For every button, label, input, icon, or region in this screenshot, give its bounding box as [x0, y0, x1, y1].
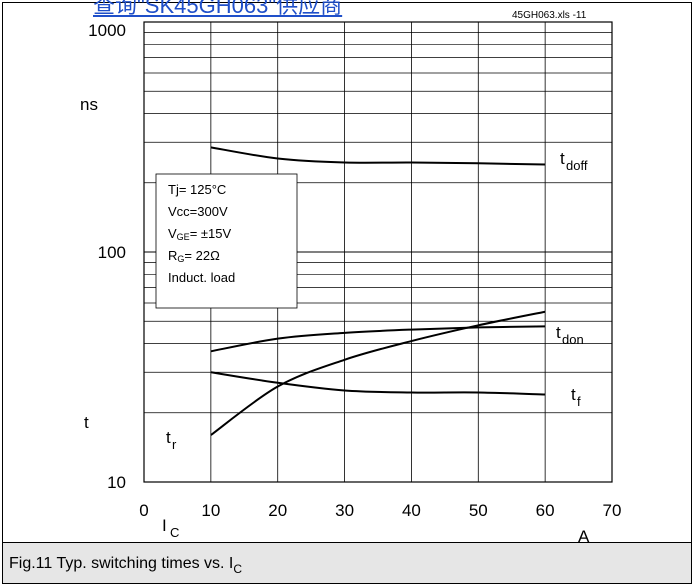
x-axis-label: I: [162, 516, 167, 535]
condition-line: Tj= 125°C: [168, 182, 226, 197]
supplier-link[interactable]: 查询"SK45GH063"供应商: [93, 0, 343, 18]
condition-symbol: V: [168, 226, 177, 241]
condition-line: RG= 22Ω: [168, 248, 220, 264]
conditions-box: Tj= 125°C Vcc=300V VGE= ±15V RG= 22Ω Induct.…: [155, 173, 298, 309]
caption-text: Fig.11 Typ. switching times vs. I: [9, 555, 234, 572]
condition-subscript: G: [177, 254, 184, 264]
x-axis-label-subscript: C: [170, 525, 179, 540]
y-axis-label: t: [84, 413, 89, 432]
series-label-t-don: t: [556, 323, 561, 342]
x-tick-label: 70: [603, 501, 622, 520]
caption-bar: Fig.11 Typ. switching times vs. IC: [2, 542, 692, 584]
series-label-subscript-f: f: [577, 394, 581, 409]
condition-symbol: R: [168, 248, 177, 263]
series-label-t-r: t: [166, 428, 171, 447]
x-tick-label: 10: [201, 501, 220, 520]
axis-labels: t ns I C A: [80, 95, 590, 546]
series-label-subscript-r: r: [172, 437, 177, 452]
conditions-box-frame: [155, 173, 298, 309]
series-line-t-f: [210, 371, 546, 396]
y-tick-label: 100: [98, 243, 126, 262]
x-tick-label: 40: [402, 501, 421, 520]
condition-line: VGE= ±15V: [168, 226, 231, 242]
file-label: 45GH063.xls -11: [512, 10, 587, 21]
series-label-subscript-doff: doff: [566, 158, 588, 173]
series-label-subscript-don: don: [562, 332, 584, 347]
condition-line: Induct. load: [168, 270, 235, 285]
figure-caption: Fig.11 Typ. switching times vs. IC: [9, 555, 243, 576]
series-line-t-don: [210, 325, 546, 353]
y-tick-label: 10: [107, 473, 126, 492]
series-line-t-doff: [210, 146, 546, 166]
series-label-t-f: t: [571, 385, 576, 404]
x-axis-unit: A: [578, 527, 590, 546]
series-label-t-doff: t: [560, 149, 565, 168]
series-line-t-r: [210, 310, 546, 436]
tick-labels: 0 10 20 30 40 50 60 70 10 100 1000: [88, 21, 621, 520]
x-tick-label: 0: [139, 501, 148, 520]
condition-value: = ±15V: [190, 226, 232, 241]
caption-subscript: C: [233, 562, 243, 576]
x-tick-label: 20: [268, 501, 287, 520]
condition-value: = 22Ω: [184, 248, 220, 263]
x-tick-label: 50: [469, 501, 488, 520]
x-tick-label: 30: [335, 501, 354, 520]
condition-subscript: GE: [177, 232, 190, 242]
condition-line: Vcc=300V: [168, 204, 228, 219]
x-tick-label: 60: [536, 501, 555, 520]
y-tick-label: 1000: [88, 21, 126, 40]
y-axis-unit: ns: [80, 95, 98, 114]
